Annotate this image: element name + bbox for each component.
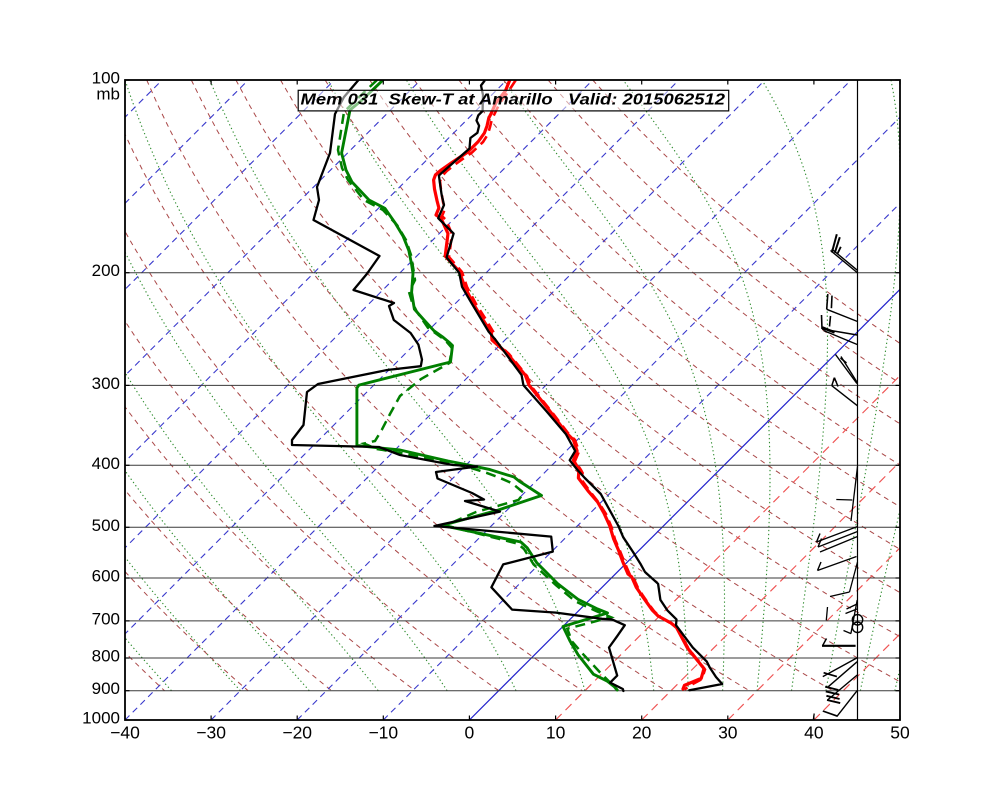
svg-text:900: 900 [92,679,120,698]
svg-text:20: 20 [632,723,652,743]
svg-text:40: 40 [804,723,824,743]
svg-text:800: 800 [92,647,120,666]
svg-text:−40: −40 [110,723,140,743]
svg-text:50: 50 [890,723,910,743]
svg-text:Mem 031 Skew-T at Amarillo: Mem 031 Skew-T at Amarillo Valid: 201506… [301,91,726,108]
svg-text:300: 300 [92,374,120,393]
svg-text:100: 100 [92,69,120,88]
svg-text:0: 0 [465,723,475,743]
svg-text:200: 200 [92,261,120,280]
svg-text:400: 400 [92,454,120,473]
svg-text:500: 500 [92,516,120,535]
svg-text:−30: −30 [196,723,226,743]
svg-text:600: 600 [92,567,120,586]
svg-text:−10: −10 [368,723,398,743]
svg-text:−20: −20 [282,723,312,743]
svg-text:mb: mb [96,85,120,104]
svg-text:30: 30 [718,723,738,743]
svg-text:10: 10 [546,723,566,743]
svg-text:700: 700 [92,609,120,628]
svg-text:1000: 1000 [82,709,120,728]
